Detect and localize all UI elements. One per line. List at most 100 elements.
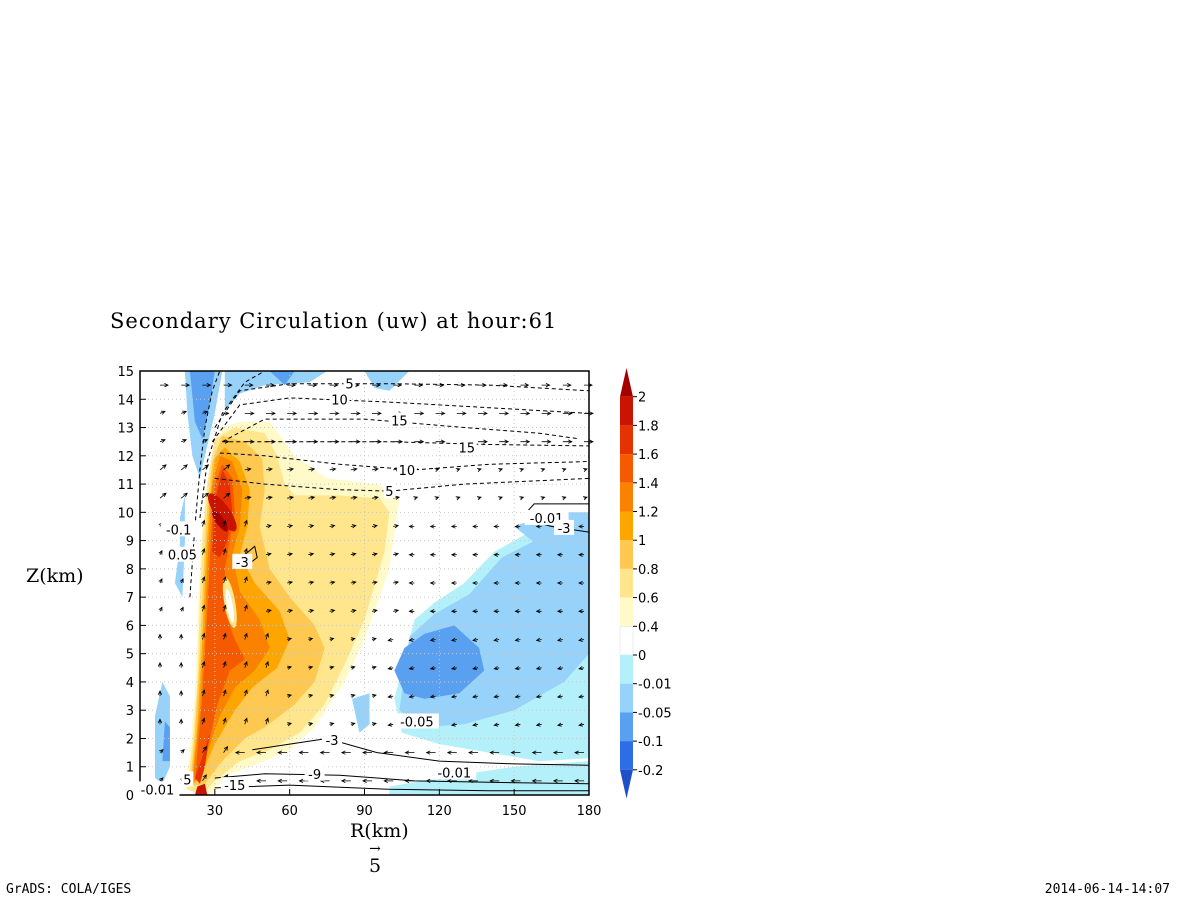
wind-vector xyxy=(450,722,457,727)
wind-vector xyxy=(468,778,478,783)
field-pos-base xyxy=(194,783,208,795)
wind-vector xyxy=(264,717,269,725)
contour-15-top xyxy=(222,418,580,443)
wind-vector xyxy=(514,722,521,727)
wind-vector xyxy=(450,694,457,699)
x-tick-label: 180 xyxy=(577,804,602,819)
wind-vector xyxy=(493,694,500,699)
wind-vector xyxy=(350,439,361,444)
contour-label: -3 xyxy=(558,522,571,537)
wind-vector xyxy=(181,439,188,443)
wind-vector xyxy=(329,580,336,585)
field-pos-red2 xyxy=(207,493,237,532)
wind-vector xyxy=(582,468,588,472)
contour-label-bg xyxy=(164,546,201,562)
colorbar-top-arrow xyxy=(620,368,633,397)
wind-vector xyxy=(222,660,227,668)
wind-vector xyxy=(371,693,377,698)
wind-vector xyxy=(308,693,314,698)
wind-vector xyxy=(298,778,309,783)
contour-label-bg xyxy=(329,391,350,407)
wind-vector xyxy=(350,608,357,614)
wind-vector xyxy=(243,632,248,640)
wind-vector xyxy=(158,549,163,555)
wind-vector xyxy=(408,694,415,699)
wind-vector xyxy=(287,524,294,529)
colorbar-label: 0 xyxy=(638,649,646,664)
x-tick-label: 120 xyxy=(427,804,452,819)
field-neg-top2 xyxy=(364,371,410,391)
wind-vector xyxy=(329,467,337,472)
colorbar-label: -0.05 xyxy=(638,706,672,721)
wind-vector xyxy=(179,606,184,612)
wind-vector xyxy=(387,694,394,699)
wind-vector xyxy=(264,632,269,640)
wind-vector xyxy=(478,411,488,416)
field-neg-bottom xyxy=(389,761,589,795)
wind-vector xyxy=(514,694,521,699)
wind-vector xyxy=(287,411,298,416)
wind-vector xyxy=(371,580,378,585)
colorbar-segment xyxy=(620,655,633,684)
wind-vector xyxy=(308,411,319,416)
wind-vector xyxy=(222,576,227,584)
wind-vector xyxy=(520,439,531,444)
contour-label-bg xyxy=(135,781,180,797)
wind-vector xyxy=(158,606,163,612)
wind-vector xyxy=(223,439,230,444)
wind-vector xyxy=(468,750,478,755)
wind-vector xyxy=(308,524,315,529)
wind-vector xyxy=(287,693,293,698)
y-tick-label: 2 xyxy=(126,732,134,747)
colorbar-label: 1.6 xyxy=(638,448,659,463)
wind-vector xyxy=(362,778,372,783)
wind-vector xyxy=(157,661,163,668)
contour-10-top xyxy=(211,397,590,442)
contour-label: 10 xyxy=(331,393,348,408)
wind-vector xyxy=(387,666,394,671)
wind-vector xyxy=(243,576,248,584)
wind-vector xyxy=(264,689,269,697)
wind-vector xyxy=(574,750,584,755)
footer-right: 2014-06-14-14:07 xyxy=(1044,882,1170,897)
wind-vector xyxy=(472,637,479,642)
contour-label: 5 xyxy=(345,378,353,393)
wind-vector xyxy=(329,383,339,388)
wind-vector xyxy=(408,580,415,586)
wind-vector xyxy=(159,464,167,471)
shaded-fields xyxy=(155,371,589,795)
wind-vector xyxy=(222,519,227,527)
wind-vector xyxy=(329,524,336,529)
wind-vector xyxy=(574,778,584,783)
wind-vector xyxy=(476,496,482,501)
wind-vector xyxy=(408,666,415,671)
contour-label-bg xyxy=(322,731,343,747)
y-tick-label: 13 xyxy=(117,422,134,437)
wind-vector xyxy=(584,383,593,388)
wind-vector xyxy=(179,690,184,697)
wind-vector xyxy=(498,468,504,472)
wind-vector xyxy=(329,722,335,727)
wind-vector xyxy=(179,633,184,640)
wind-vector xyxy=(493,552,500,557)
colorbar-segment xyxy=(619,626,634,656)
contour-label: -0.05 xyxy=(400,716,434,731)
wind-vector xyxy=(244,495,252,500)
colorbar-segment xyxy=(620,454,633,483)
wind-vector xyxy=(520,411,531,416)
colorbar-segment xyxy=(620,425,633,455)
wind-vector xyxy=(561,468,567,472)
wind-vector xyxy=(371,552,378,557)
wind-vector xyxy=(535,666,542,671)
wind-vector xyxy=(371,467,379,472)
wind-vector xyxy=(435,383,445,388)
wind-vector xyxy=(159,777,164,782)
wind-vector xyxy=(578,524,584,529)
wind-vector xyxy=(414,439,425,444)
wind-vector xyxy=(514,609,521,614)
field-neg-top-core xyxy=(269,371,295,386)
wind-vector xyxy=(287,722,293,727)
contour-label-bg xyxy=(181,771,194,787)
contour-label: 10 xyxy=(399,464,416,479)
